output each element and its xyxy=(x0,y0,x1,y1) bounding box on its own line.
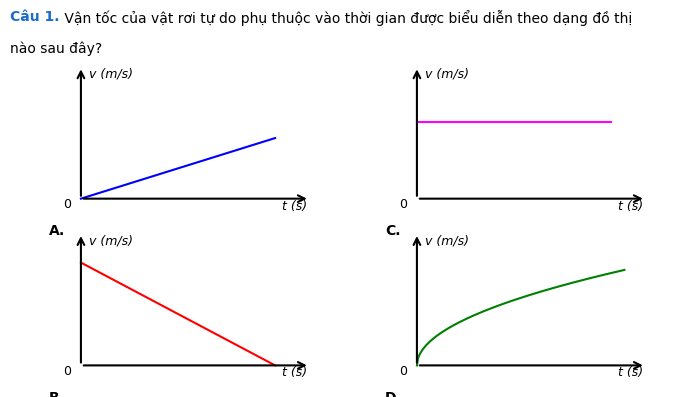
Text: t (s): t (s) xyxy=(618,200,643,212)
Text: t (s): t (s) xyxy=(282,200,307,212)
Text: v (m/s): v (m/s) xyxy=(425,68,469,81)
Text: Vận tốc của vật rơi tự do phụ thuộc vào thời gian được biểu diễn theo dạng đồ th: Vận tốc của vật rơi tự do phụ thuộc vào … xyxy=(60,10,631,26)
Text: Câu 1.: Câu 1. xyxy=(10,10,60,24)
Text: nào sau đây?: nào sau đây? xyxy=(10,42,103,56)
Text: v (m/s): v (m/s) xyxy=(89,68,133,81)
Text: v (m/s): v (m/s) xyxy=(425,235,469,248)
Text: B.: B. xyxy=(49,391,65,397)
Text: A.: A. xyxy=(49,224,65,238)
Text: D.: D. xyxy=(385,391,402,397)
Text: 0: 0 xyxy=(400,198,407,211)
Text: 0: 0 xyxy=(400,365,407,378)
Text: C.: C. xyxy=(385,224,400,238)
Text: v (m/s): v (m/s) xyxy=(89,235,133,248)
Text: t (s): t (s) xyxy=(618,366,643,379)
Text: 0: 0 xyxy=(64,365,71,378)
Text: t (s): t (s) xyxy=(282,366,307,379)
Text: 0: 0 xyxy=(64,198,71,211)
